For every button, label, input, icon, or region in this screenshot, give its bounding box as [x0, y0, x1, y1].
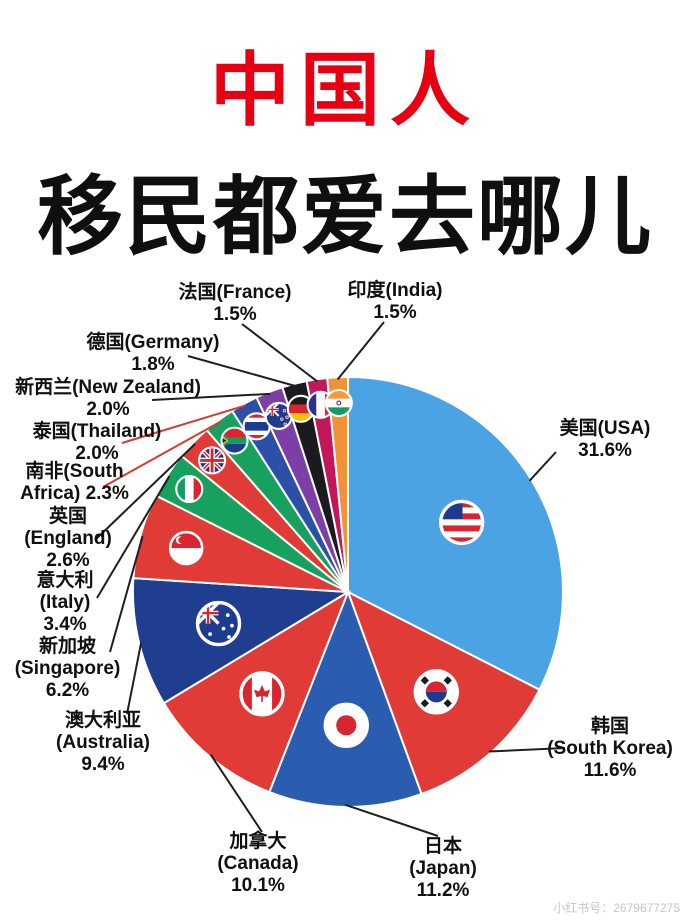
slice-label-italy: 意大利 (Italy) 3.4%: [36, 570, 94, 636]
slice-label-japan: 日本 (Japan) 11.2%: [409, 836, 477, 902]
flag-ring: [438, 499, 485, 546]
leader-line-new-zealand: [151, 392, 271, 401]
slice-label-south-korea: 韩国 (South Korea) 11.6%: [547, 716, 673, 782]
pie-chart: [94, 321, 566, 837]
leader-line-australia: [126, 642, 143, 715]
slice-label-france: 法国(France) 1.5%: [178, 282, 292, 326]
flag-ring: [220, 426, 249, 455]
slice-label-canada: 加拿大 (Canada) 10.1%: [217, 831, 299, 897]
title-line1: 中国人: [210, 46, 480, 135]
title-block: 中国人 移民都爱去哪儿: [0, 26, 690, 271]
slice-label-india: 印度(India) 1.5%: [347, 280, 443, 324]
slice-label-south-africa: 南非(South Africa) 2.3%: [20, 461, 129, 505]
leader-line-italy: [96, 475, 171, 599]
pie-slice-australia: [131, 577, 352, 705]
slice-label-germany: 德国(Germany) 1.8%: [86, 332, 220, 376]
leader-line-japan: [344, 803, 439, 837]
title-line2: 移民都爱去哪儿: [37, 169, 653, 265]
leader-line-france: [241, 323, 318, 383]
leader-line-south-africa: [102, 420, 221, 488]
flag-ring: [323, 702, 369, 748]
flag-ring: [239, 671, 285, 717]
flag-deu-icon: [287, 395, 314, 422]
watermark: 小红书号：2679677275: [553, 901, 680, 915]
flag-ring: [175, 475, 204, 504]
flag-ring: [324, 388, 353, 418]
slice-label-usa: 美国(USA) 31.6%: [559, 418, 651, 462]
leader-line-germany: [187, 355, 296, 387]
pie-slice-india: [326, 375, 349, 593]
slice-label-thailand: 泰国(Thailand) 2.0%: [32, 421, 162, 465]
slice-label-england: 英国 (England) 2.6%: [24, 506, 112, 572]
flag-ring: [168, 530, 204, 566]
leader-line-singapore: [109, 535, 144, 653]
leader-line-south-korea: [488, 747, 566, 753]
leader-line-thailand: [121, 404, 246, 444]
slice-label-new-zealand: 新西兰(New Zealand) 2.0%: [15, 377, 201, 421]
flag-ring: [195, 600, 242, 647]
leader-line-england: [94, 443, 196, 541]
pie-slice-japan: [268, 589, 423, 808]
flag-ring: [198, 446, 227, 475]
slice-label-singapore: 新加坡 (Singapore) 6.2%: [14, 636, 121, 702]
leader-line-canada: [209, 754, 263, 833]
leader-line-usa: [528, 451, 557, 482]
slice-label-australia: 澳大利亚 (Australia) 9.4%: [56, 710, 150, 776]
flag-ring: [413, 669, 459, 715]
leader-line-india: [336, 321, 385, 381]
